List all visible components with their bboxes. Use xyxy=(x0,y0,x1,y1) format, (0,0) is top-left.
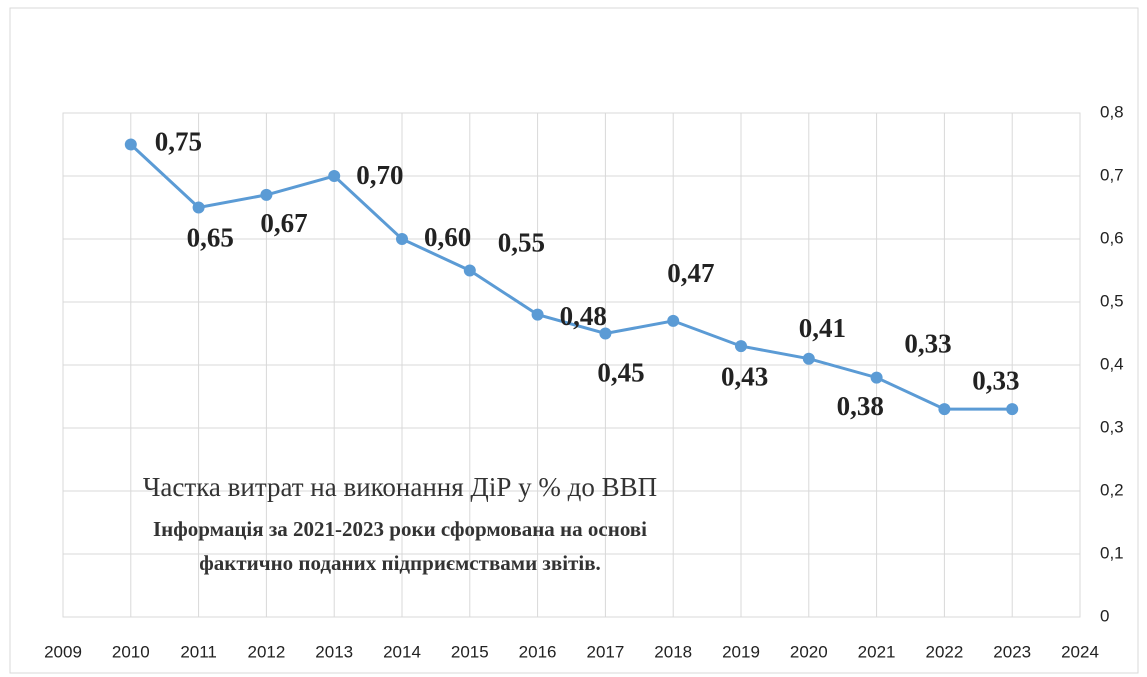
x-tick-label: 2020 xyxy=(790,642,828,661)
annotation-note: фактично поданих підприємствами звітів. xyxy=(199,551,601,575)
x-tick-label: 2017 xyxy=(586,642,624,661)
x-tick-label: 2009 xyxy=(44,642,82,661)
x-tick-label: 2018 xyxy=(654,642,692,661)
y-tick-label: 0,7 xyxy=(1100,165,1124,184)
x-tick-label: 2016 xyxy=(519,642,557,661)
x-tick-label: 2023 xyxy=(993,642,1031,661)
annotation-note: Інформація за 2021-2023 роки сформована … xyxy=(153,517,647,541)
data-point xyxy=(328,170,341,182)
data-point xyxy=(260,188,273,201)
data-label: 0,60 xyxy=(424,222,471,252)
data-line xyxy=(129,143,1013,411)
data-point xyxy=(396,233,408,245)
data-point xyxy=(802,352,815,365)
data-label: 0,75 xyxy=(155,127,202,157)
x-tick-label: 2022 xyxy=(925,642,963,661)
data-label: 0,65 xyxy=(187,223,234,253)
data-point xyxy=(124,138,137,151)
x-tick-label: 2019 xyxy=(722,642,760,661)
data-point xyxy=(667,314,680,327)
data-label: 0,70 xyxy=(356,160,403,190)
x-tick-label: 2010 xyxy=(112,642,150,661)
data-label: 0,47 xyxy=(667,258,714,288)
x-tick-label: 2011 xyxy=(180,642,217,661)
data-point xyxy=(735,340,747,353)
y-tick-label: 0,4 xyxy=(1100,354,1124,373)
x-tick-label: 2015 xyxy=(451,642,489,661)
y-tick-label: 0,5 xyxy=(1100,291,1124,310)
annotation-title: Частка витрат на виконання ДіР у % до ВВ… xyxy=(143,472,657,502)
x-tick-label: 2012 xyxy=(247,642,285,661)
data-point xyxy=(192,201,205,214)
data-label: 0,67 xyxy=(260,208,307,238)
data-label: 0,43 xyxy=(721,361,768,391)
y-tick-label: 0,6 xyxy=(1100,228,1124,247)
y-tick-label: 0,2 xyxy=(1100,480,1124,499)
data-point xyxy=(1006,403,1019,416)
data-label: 0,33 xyxy=(972,365,1019,395)
data-label: 0,38 xyxy=(837,391,884,421)
x-tick-label: 2014 xyxy=(383,642,421,661)
data-label: 0,48 xyxy=(560,301,607,331)
data-point xyxy=(870,371,883,384)
data-label: 0,33 xyxy=(904,328,951,358)
data-point xyxy=(531,308,544,321)
y-tick-label: 0,3 xyxy=(1100,417,1124,436)
x-tick-label: 2024 xyxy=(1061,642,1099,661)
y-tick-label: 0,1 xyxy=(1100,543,1124,562)
data-label: 0,55 xyxy=(498,228,545,258)
data-label: 0,45 xyxy=(597,358,644,388)
y-tick-label: 0,8 xyxy=(1100,102,1124,121)
chart-frame xyxy=(9,7,1139,674)
y-tick-label: 0 xyxy=(1100,606,1109,625)
x-tick-label: 2021 xyxy=(858,642,896,661)
data-label: 0,41 xyxy=(799,313,846,343)
x-tick-label: 2013 xyxy=(315,642,353,661)
data-point xyxy=(463,264,476,277)
data-point xyxy=(938,403,951,416)
data-point xyxy=(599,327,612,340)
